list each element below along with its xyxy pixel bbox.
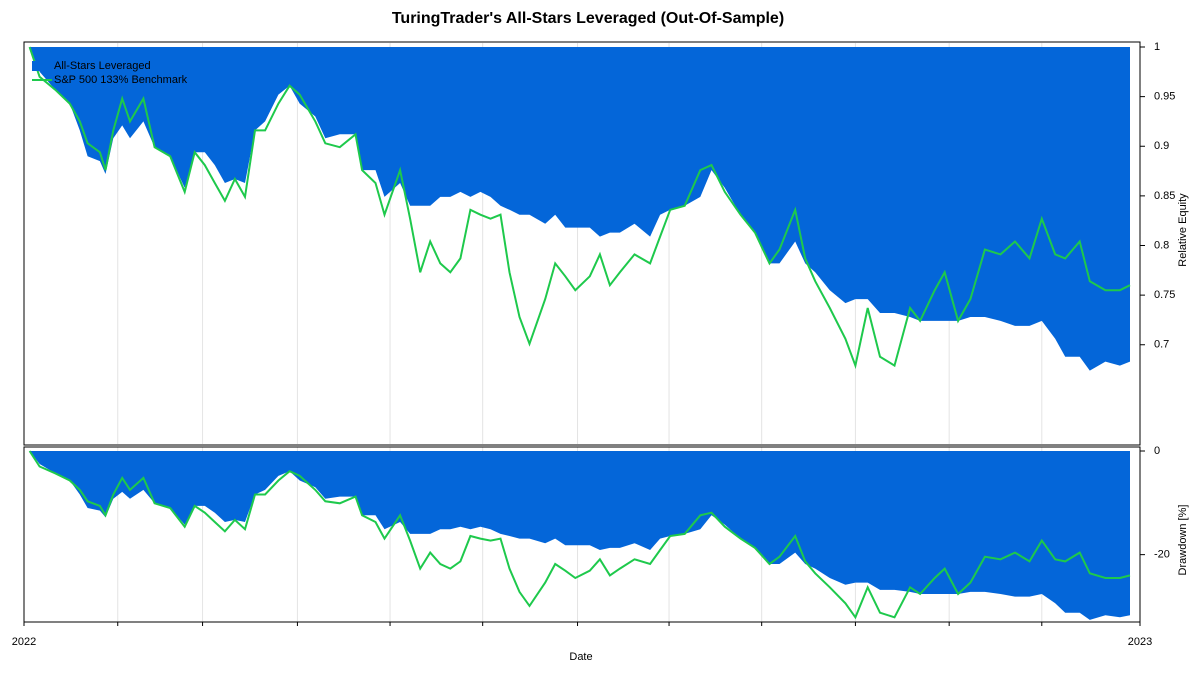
x-tick-label: 2023 bbox=[1128, 636, 1152, 648]
drawdown-area bbox=[29, 451, 1131, 620]
legend-label: All-Stars Leveraged bbox=[54, 60, 151, 72]
x-axis-label: Date bbox=[569, 651, 592, 663]
y-tick-label: 0 bbox=[1154, 445, 1160, 457]
legend-swatch bbox=[32, 61, 52, 71]
y-tick-label: 0.85 bbox=[1154, 190, 1175, 202]
plots bbox=[28, 46, 1131, 620]
x-tick-label: 2022 bbox=[12, 636, 36, 648]
y-axis-label: Drawdown [%] bbox=[1177, 505, 1189, 576]
legend-label: S&P 500 133% Benchmark bbox=[54, 74, 188, 86]
y-tick-label: 0.95 bbox=[1154, 91, 1175, 103]
series-line bbox=[28, 450, 1131, 620]
y-axis-label: Relative Equity bbox=[1177, 193, 1189, 267]
series-line bbox=[28, 46, 1131, 370]
chart-title: TuringTrader's All-Stars Leveraged (Out-… bbox=[392, 10, 784, 27]
y-tick-label: 1 bbox=[1154, 41, 1160, 53]
upper-frame bbox=[23, 41, 1141, 446]
lower-frame bbox=[23, 446, 1141, 623]
y-tick-label: 0.7 bbox=[1154, 339, 1169, 351]
y-tick-label: 0.9 bbox=[1154, 140, 1169, 152]
drawdown-area bbox=[29, 47, 1131, 371]
y-tick-label: 0.75 bbox=[1154, 289, 1175, 301]
y-tick-label: -20 bbox=[1154, 549, 1170, 561]
y-tick-label: 0.8 bbox=[1154, 239, 1169, 251]
